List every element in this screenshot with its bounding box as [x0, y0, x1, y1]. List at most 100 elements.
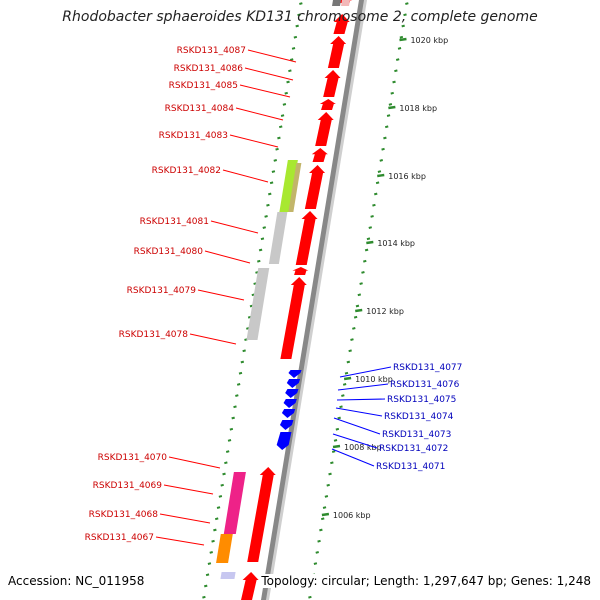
forward-gene-arrow[interactable] [280, 277, 307, 359]
region-block [216, 534, 233, 563]
inner-tick [286, 80, 290, 84]
forward-gene-label[interactable]: RSKD131_4068 [89, 510, 159, 520]
outer-tick [331, 450, 336, 453]
outer-tick [326, 483, 330, 487]
forward-gene-label[interactable]: RSKD131_4080 [134, 247, 204, 257]
leader-lines [155, 49, 392, 546]
outer-tick [335, 427, 340, 431]
reverse-gene-arrow[interactable] [288, 370, 302, 378]
outer-tick [313, 562, 318, 565]
reverse-gene-arrow[interactable] [283, 399, 297, 408]
outer-tick [392, 80, 396, 84]
forward-leader-line [159, 513, 211, 524]
forward-gene-arrow[interactable] [333, 14, 350, 34]
region-block [288, 163, 302, 212]
inner-tick [282, 103, 287, 106]
reverse-gene-arrow[interactable] [279, 420, 294, 430]
outer-tick [399, 35, 404, 39]
region-block [223, 472, 246, 534]
forward-gene-label[interactable]: RSKD131_4085 [169, 81, 238, 91]
forward-gene-arrow[interactable] [315, 112, 334, 146]
forward-gene-arrow[interactable] [319, 99, 336, 110]
forward-leader-line [210, 220, 259, 234]
outer-tick [384, 125, 389, 129]
inner-tick [222, 472, 226, 476]
forward-gene-arrow[interactable] [304, 165, 326, 209]
reverse-gene-arrow[interactable] [276, 432, 292, 450]
forward-gene-arrow[interactable] [327, 36, 347, 68]
forward-gene-label[interactable]: RSKD131_4079 [127, 286, 197, 296]
inner-tick [209, 551, 213, 554]
forward-gene-arrow[interactable] [241, 572, 259, 600]
inner-tick [280, 114, 285, 117]
inner-tick [240, 360, 245, 364]
forward-gene-arrow[interactable] [247, 467, 276, 562]
forward-gene-label[interactable]: RSKD131_4081 [140, 217, 209, 227]
outer-tick [350, 338, 354, 341]
forward-leader-line [235, 107, 284, 121]
scale-label: 1014 kbp [377, 239, 415, 248]
reverse-gene-label[interactable]: RSKD131_4071 [376, 462, 445, 472]
inner-tick [278, 125, 283, 129]
reverse-leader-line [332, 433, 378, 449]
reverse-gene-label[interactable]: RSKD131_4074 [384, 412, 454, 422]
inner-tick [213, 528, 217, 532]
forward-gene-label[interactable]: RSKD131_4084 [165, 104, 235, 114]
scale-major-tick [366, 240, 374, 245]
forward-gene-label[interactable]: RSKD131_4067 [85, 533, 154, 543]
inner-tick [297, 13, 301, 17]
forward-gene-arrow[interactable] [292, 267, 309, 275]
scale-label: 1020 kbp [410, 36, 448, 45]
scale-labels: 1020 kbp 1018 kbp 1016 kbp 1014 kbp 1012 kbp… [333, 36, 448, 520]
inner-tick [269, 181, 274, 185]
forward-gene-label[interactable]: RSKD131_4078 [119, 330, 189, 340]
outer-tick [364, 248, 369, 252]
inner-tick [267, 192, 272, 196]
inner-tick [264, 215, 268, 218]
reverse-gene-label[interactable]: RSKD131_4075 [387, 395, 456, 405]
forward-gene-arrow[interactable] [311, 148, 328, 162]
forward-gene-arrow[interactable] [323, 70, 341, 97]
inner-tick [284, 91, 288, 95]
inner-tick [202, 595, 206, 599]
reverse-gene-label[interactable]: RSKD131_4073 [382, 430, 451, 440]
region-block [341, 0, 350, 6]
outer-tick [395, 58, 400, 61]
reverse-gene-label[interactable]: RSKD131_4072 [379, 444, 448, 454]
reverse-gene-arrow[interactable] [281, 409, 296, 418]
inner-tick [275, 147, 279, 151]
inner-tick [293, 35, 298, 39]
inner-tick [271, 170, 276, 173]
reverse-gene-label[interactable]: RSKD131_4077 [393, 363, 462, 373]
forward-gene-label[interactable]: RSKD131_4082 [152, 166, 221, 176]
reverse-gene-arrow[interactable] [286, 379, 301, 388]
forward-gene-arrow[interactable] [295, 211, 318, 265]
reverse-features [276, 370, 302, 450]
forward-gene-label[interactable]: RSKD131_4070 [98, 453, 168, 463]
backbone-line [261, 0, 364, 600]
forward-gene-label[interactable]: RSKD131_4087 [177, 46, 246, 56]
outer-tick [368, 226, 373, 229]
forward-gene-label[interactable]: RSKD131_4086 [174, 64, 244, 74]
forward-leader-line [163, 484, 214, 495]
reverse-gene-label[interactable]: RSKD131_4076 [390, 380, 460, 390]
map-title: Rhodobacter sphaeroides KD131 chromosome… [62, 9, 538, 25]
inner-tick [220, 483, 224, 487]
scale-label: 1008 kbp [344, 443, 382, 452]
outer-tick [357, 293, 362, 297]
inner-tick [214, 517, 219, 521]
forward-gene-label[interactable]: RSKD131_4069 [93, 481, 163, 491]
accession-text: Accession: NC_011958 [8, 574, 145, 588]
outer-tick [386, 114, 391, 117]
region-block [279, 160, 298, 212]
outer-tick [324, 495, 329, 498]
outer-tick [383, 136, 387, 140]
inner-tick [273, 159, 277, 162]
inner-tick [211, 539, 215, 543]
reverse-gene-arrow[interactable] [285, 389, 299, 398]
inner-tick [218, 495, 223, 498]
outer-tick [359, 282, 363, 285]
forward-gene-label[interactable]: RSKD131_4083 [159, 131, 228, 141]
inner-tick [295, 24, 299, 28]
